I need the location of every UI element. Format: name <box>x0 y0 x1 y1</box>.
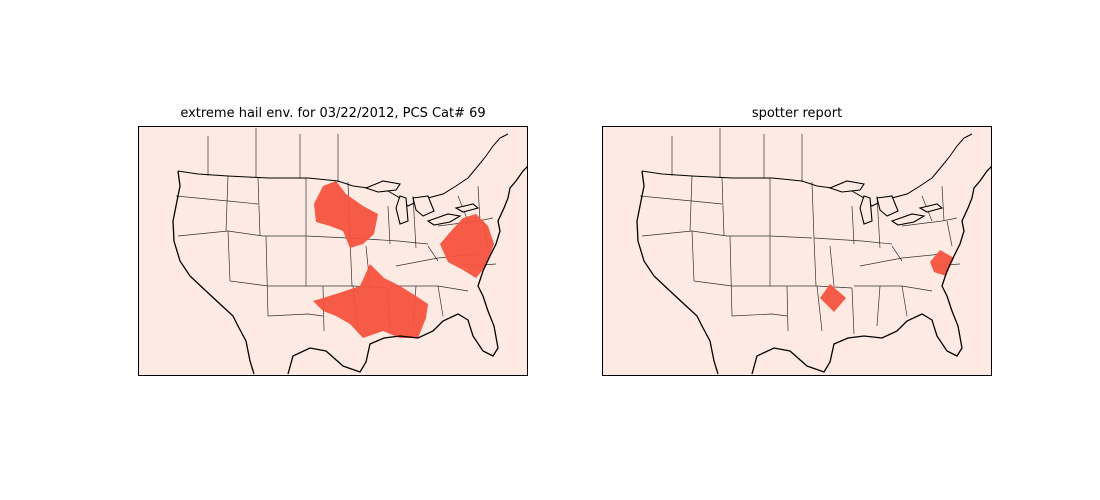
state-line <box>876 285 881 327</box>
lake <box>454 203 480 213</box>
right-panel-title: spotter report <box>751 106 843 121</box>
state-line <box>639 195 723 205</box>
great-lakes <box>364 180 480 226</box>
state-line <box>813 237 893 245</box>
state-line <box>859 253 943 267</box>
state-line <box>729 235 733 317</box>
state-line <box>177 230 349 239</box>
state-line <box>691 230 695 282</box>
state-line <box>175 195 259 205</box>
state-line <box>412 195 417 249</box>
right-map <box>602 126 992 376</box>
state-line <box>689 175 693 232</box>
lake <box>876 195 899 217</box>
lake <box>890 213 926 226</box>
map-frame <box>138 126 528 376</box>
state-line <box>876 195 881 249</box>
south-central-region <box>313 264 428 338</box>
state-line <box>786 285 789 332</box>
lake <box>364 180 401 193</box>
left-map-panel: extreme hail env. for 03/22/2012, PCS Ca… <box>138 100 528 376</box>
map-background <box>602 126 992 376</box>
highlight-regions <box>313 181 494 338</box>
state-line <box>731 313 788 317</box>
state-line <box>225 175 229 232</box>
state-line <box>829 245 835 287</box>
state-line <box>227 230 231 282</box>
lake <box>918 203 944 213</box>
state-line <box>641 230 813 239</box>
louisiana-mississippi-region <box>820 284 846 312</box>
state-line <box>437 285 444 317</box>
lake <box>828 180 865 193</box>
mid-atlantic-region <box>440 214 494 278</box>
state-line <box>941 185 945 222</box>
map-frame <box>602 126 992 376</box>
lake <box>412 195 435 217</box>
coastline <box>636 165 992 375</box>
left-panel-title: extreme hail env. for 03/22/2012, PCS Ca… <box>180 106 486 121</box>
coastline <box>172 165 528 375</box>
state-line <box>721 177 725 237</box>
upper-midwest-region <box>314 181 378 248</box>
state-line <box>257 177 261 237</box>
lake <box>859 195 873 225</box>
right-map-panel: spotter report <box>602 100 992 376</box>
state-line <box>901 285 908 317</box>
state-line <box>265 235 269 317</box>
state-line <box>851 205 855 245</box>
state-line <box>816 285 823 332</box>
state-line <box>851 287 855 335</box>
lake <box>426 213 462 226</box>
state-line <box>901 217 958 227</box>
state-line <box>946 220 953 247</box>
state-line <box>427 245 439 262</box>
state-line <box>267 313 324 317</box>
left-map <box>138 126 528 376</box>
state-line <box>891 245 903 262</box>
great-lakes <box>828 180 944 226</box>
lake <box>395 195 409 225</box>
state-line <box>387 205 391 245</box>
state-line <box>477 185 481 222</box>
